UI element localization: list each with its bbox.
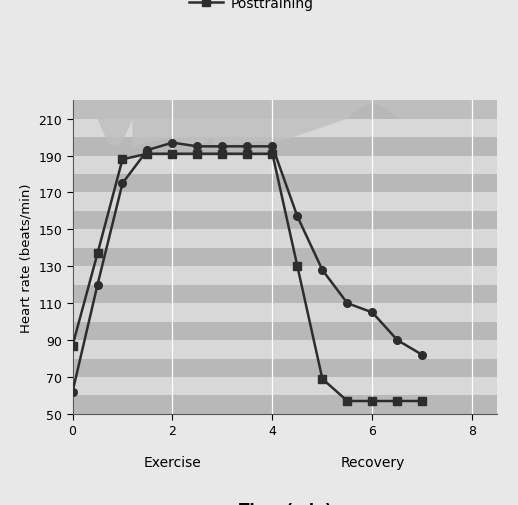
Posttraining: [419, 398, 425, 404]
Posttraining: [294, 264, 300, 270]
Bar: [73, 193, 497, 212]
Bar: [73, 322, 497, 340]
Bar: [73, 101, 497, 119]
Text: Recovery: Recovery: [340, 454, 405, 469]
Pretraining: [394, 337, 400, 343]
Pretraining: [419, 352, 425, 358]
Pretraining: [219, 144, 225, 150]
Text: Time (min): Time (min): [238, 502, 332, 505]
Y-axis label: Heart rate (beats/min): Heart rate (beats/min): [20, 183, 33, 332]
Bar: [73, 248, 497, 267]
Posttraining: [394, 398, 400, 404]
Pretraining: [94, 282, 100, 288]
Pretraining: [294, 214, 300, 220]
Pretraining: [344, 300, 351, 307]
Posttraining: [119, 157, 125, 163]
Pretraining: [169, 140, 176, 146]
Bar: [73, 156, 497, 175]
Bar: [73, 138, 497, 156]
Posttraining: [319, 376, 325, 382]
Posttraining: [69, 343, 76, 349]
Posttraining: [194, 152, 200, 158]
Bar: [73, 377, 497, 396]
Posttraining: [344, 398, 351, 404]
Posttraining: [369, 398, 376, 404]
Line: Posttraining: Posttraining: [69, 150, 426, 405]
Posttraining: [169, 152, 176, 158]
Posttraining: [269, 152, 276, 158]
Text: Exercise: Exercise: [143, 454, 202, 469]
Bar: [73, 359, 497, 377]
Bar: [73, 230, 497, 248]
Posttraining: [145, 152, 151, 158]
Pretraining: [369, 310, 376, 316]
Bar: [73, 304, 497, 322]
Pretraining: [145, 147, 151, 154]
Legend: Pretraining, Posttraining: Pretraining, Posttraining: [189, 0, 313, 11]
Bar: [73, 285, 497, 304]
Polygon shape: [73, 101, 497, 147]
Bar: [73, 119, 497, 138]
Pretraining: [69, 389, 76, 395]
Pretraining: [194, 144, 200, 150]
Pretraining: [269, 144, 276, 150]
Pretraining: [119, 181, 125, 187]
Bar: [73, 340, 497, 359]
Pretraining: [244, 144, 251, 150]
Bar: [73, 175, 497, 193]
Bar: [73, 212, 497, 230]
Pretraining: [319, 268, 325, 274]
Posttraining: [219, 152, 225, 158]
Posttraining: [244, 152, 251, 158]
Line: Pretraining: Pretraining: [69, 139, 426, 396]
Bar: [73, 396, 497, 414]
Posttraining: [94, 251, 100, 257]
Bar: [73, 267, 497, 285]
